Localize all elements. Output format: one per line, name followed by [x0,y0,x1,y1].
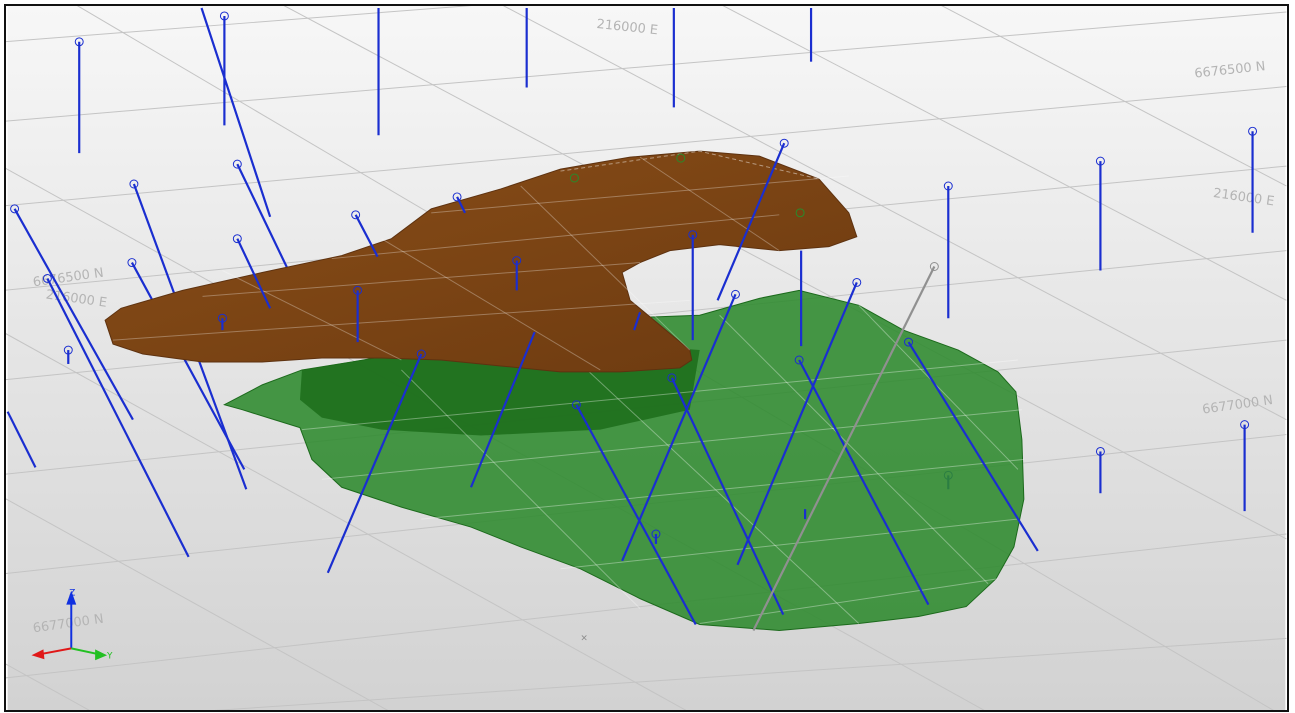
x-axis [39,647,72,656]
easting-label-top: 216000 E [596,17,659,38]
collar-marker [795,208,805,218]
upper-surface-outline [560,150,820,180]
lower-surface-grid [301,304,1024,624]
axis-triad: Z Y [31,589,113,661]
z-axis-label: Z [69,589,75,599]
collar-marker [676,153,686,163]
upper-surface-grid [112,156,849,371]
selected-drillhole[interactable] [752,262,939,631]
drillholes-foreground[interactable] [217,138,1039,626]
y-axis [71,647,100,656]
scene-canvas[interactable]: 216000 E 6676500 N 216000 E 6676500 N 21… [6,6,1287,710]
3d-viewport[interactable]: 216000 E 6676500 N 216000 E 6676500 N 21… [4,4,1289,712]
upper-ore-body-surface[interactable] [104,150,858,373]
pivot-marker: × [580,633,587,643]
y-axis-label: Y [106,651,113,661]
collar-marker [569,173,579,183]
northing-label-right-top: 6676500 N [1194,59,1266,81]
